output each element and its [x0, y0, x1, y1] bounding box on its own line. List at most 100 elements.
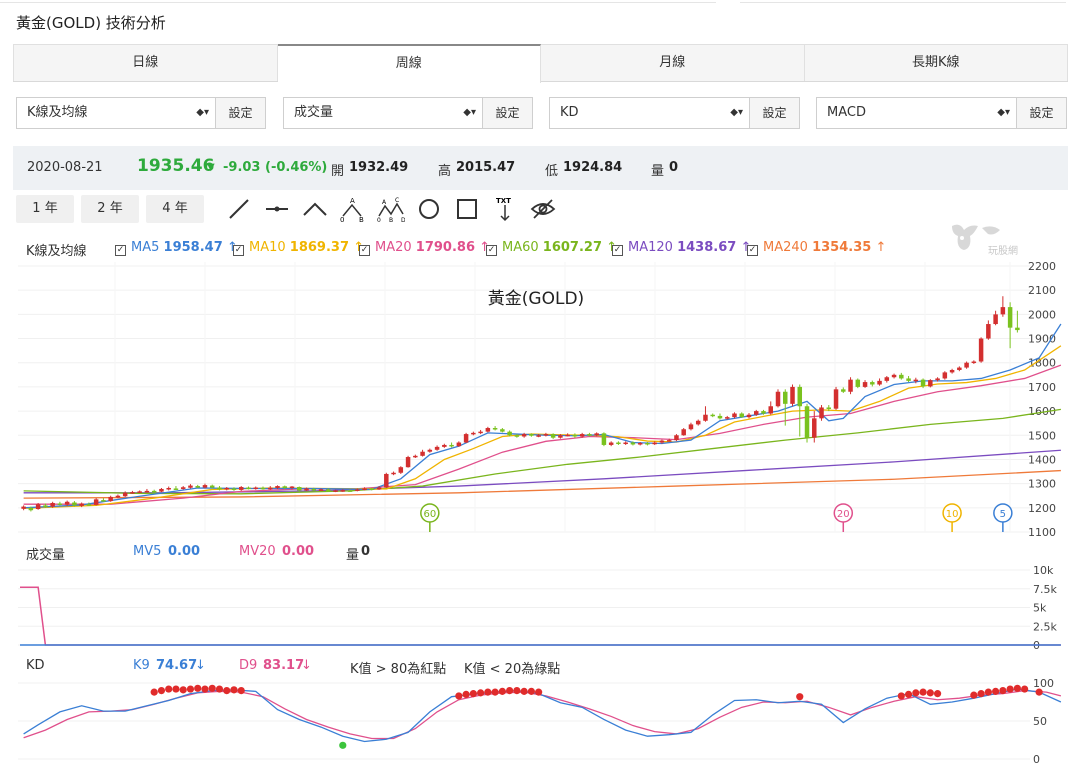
- select-arrow-icon: ◆▾: [463, 107, 476, 118]
- candle-body: [529, 434, 534, 436]
- tab-weekly[interactable]: 周線: [277, 44, 541, 83]
- trend-angle-icon[interactable]: [296, 195, 334, 223]
- candle-body: [93, 499, 99, 505]
- ma240-legend[interactable]: ✓ MA240 1354.35 ↑: [747, 240, 886, 256]
- candle-body: [688, 424, 694, 430]
- volume-tick-label: 2.5k: [1033, 620, 1057, 633]
- mv20-line: [20, 586, 1061, 646]
- candle-body: [623, 442, 628, 445]
- candle-body: [645, 443, 650, 445]
- ma5-arrow-icon: ↑: [226, 240, 238, 255]
- abc-pattern-icon[interactable]: A 0 B: [334, 195, 372, 223]
- kd-red-dot: [1021, 685, 1029, 693]
- ma120-label: MA120: [628, 240, 673, 255]
- text-tool-icon[interactable]: TXT: [486, 195, 524, 223]
- price-chart[interactable]: 黃金(GOLD) 1100120013001400150016001700180…: [0, 262, 1080, 537]
- price-tick-label: 1300: [1028, 478, 1056, 491]
- candle-body: [906, 378, 911, 381]
- candle-body: [724, 417, 730, 419]
- range-1y-button[interactable]: 1 年: [16, 195, 74, 223]
- ma120-line: [23, 449, 1061, 494]
- candle-body: [384, 473, 389, 488]
- hide-drawings-icon[interactable]: [524, 195, 562, 223]
- volume-tick-label: 10k: [1033, 564, 1054, 577]
- candle-body: [674, 435, 679, 441]
- candle-body: [971, 361, 977, 364]
- price-tick-label: 1500: [1028, 429, 1056, 442]
- kd-red-dot: [1035, 688, 1043, 696]
- price-tick-label: 2200: [1028, 262, 1056, 273]
- candle-body: [630, 442, 636, 445]
- ma60-arrow-icon: ↑: [606, 240, 618, 255]
- bull-logo-icon: 玩股網: [952, 224, 1018, 257]
- tab-daily[interactable]: 日線: [13, 44, 278, 81]
- svg-text:0: 0: [377, 217, 381, 222]
- candle-body: [340, 490, 346, 492]
- k9-down-arrow-icon: ↓: [195, 658, 206, 673]
- candle-body: [913, 379, 919, 382]
- kd-red-dot: [535, 688, 543, 696]
- candle-body: [746, 414, 752, 418]
- kd-indicator-select[interactable]: KD ◆▾: [549, 97, 750, 129]
- rectangle-tool-icon[interactable]: [448, 195, 486, 223]
- kd-settings-button[interactable]: 設定: [750, 97, 800, 129]
- range-4y-button[interactable]: 4 年: [146, 195, 204, 223]
- main-indicator-select[interactable]: K線及均線 ◆▾: [16, 97, 216, 129]
- volume-settings-button[interactable]: 設定: [483, 97, 533, 129]
- range-2y-button[interactable]: 2 年: [81, 195, 139, 223]
- candle-body: [180, 487, 186, 489]
- candle-body: [500, 429, 505, 432]
- ma20-legend[interactable]: ✓ MA20 1790.86 ↑: [359, 240, 490, 256]
- candle-body: [195, 486, 200, 488]
- circle-tool-icon[interactable]: [410, 195, 448, 223]
- kd-red-dot: [919, 688, 927, 696]
- high-label: 高: [438, 164, 452, 179]
- kd-red-dot: [513, 687, 521, 695]
- macd-indicator-select[interactable]: MACD ◆▾: [816, 97, 1017, 129]
- checkbox-icon: ✓: [612, 245, 623, 256]
- kd-red-dot: [796, 693, 804, 701]
- ma120-legend[interactable]: ✓ MA120 1438.67 ↑: [612, 240, 751, 256]
- candle-body: [877, 380, 882, 385]
- candle-body: [710, 414, 715, 417]
- candle-body: [376, 487, 382, 490]
- macd-indicator-group: MACD ◆▾ 設定: [816, 97, 1067, 129]
- ma5-label: MA5: [131, 240, 160, 255]
- tab-monthly[interactable]: 月線: [541, 44, 805, 81]
- macd-settings-button[interactable]: 設定: [1017, 97, 1067, 129]
- tab-long-term[interactable]: 長期K線: [804, 44, 1068, 81]
- candle-body: [928, 380, 933, 387]
- kd-red-dot: [897, 692, 905, 700]
- candle-body: [739, 413, 744, 418]
- candle-body: [355, 489, 360, 491]
- kd-chart[interactable]: 100 50 0: [0, 673, 1080, 773]
- vol-value: 0: [361, 544, 371, 559]
- ma10-legend[interactable]: ✓ MA10 1869.37 ↑: [233, 240, 364, 256]
- volume-value: 0: [669, 160, 679, 175]
- svg-text:B: B: [389, 217, 393, 222]
- kd-red-dot: [527, 687, 535, 695]
- candle-body: [841, 389, 846, 392]
- line-tool-icon[interactable]: [220, 195, 258, 223]
- checkbox-icon: ✓: [233, 245, 244, 256]
- candle-body: [804, 406, 810, 438]
- candle-body: [949, 369, 955, 373]
- volume-indicator-select[interactable]: 成交量 ◆▾: [283, 97, 483, 129]
- candle-body: [587, 434, 592, 436]
- d9-down-arrow-icon: ↓: [301, 658, 312, 673]
- horizontal-line-icon[interactable]: [258, 195, 296, 223]
- candle-body: [144, 490, 150, 493]
- ma60-legend[interactable]: ✓ MA60 1607.27 ↑: [486, 240, 617, 256]
- kd-tick-label: 50: [1033, 715, 1047, 728]
- candle-body: [209, 485, 215, 488]
- main-settings-button[interactable]: 設定: [216, 97, 266, 129]
- volume-label: 量: [651, 164, 665, 179]
- kd-red-dot: [999, 687, 1007, 695]
- candle-body: [848, 379, 853, 392]
- candle-body: [311, 488, 317, 491]
- abcd-pattern-icon[interactable]: A C 0 B D: [372, 195, 410, 223]
- candle-body: [427, 449, 433, 452]
- kd-red-dot: [484, 688, 492, 696]
- ma5-legend[interactable]: ✓ MA5 1958.47 ↑: [115, 240, 238, 256]
